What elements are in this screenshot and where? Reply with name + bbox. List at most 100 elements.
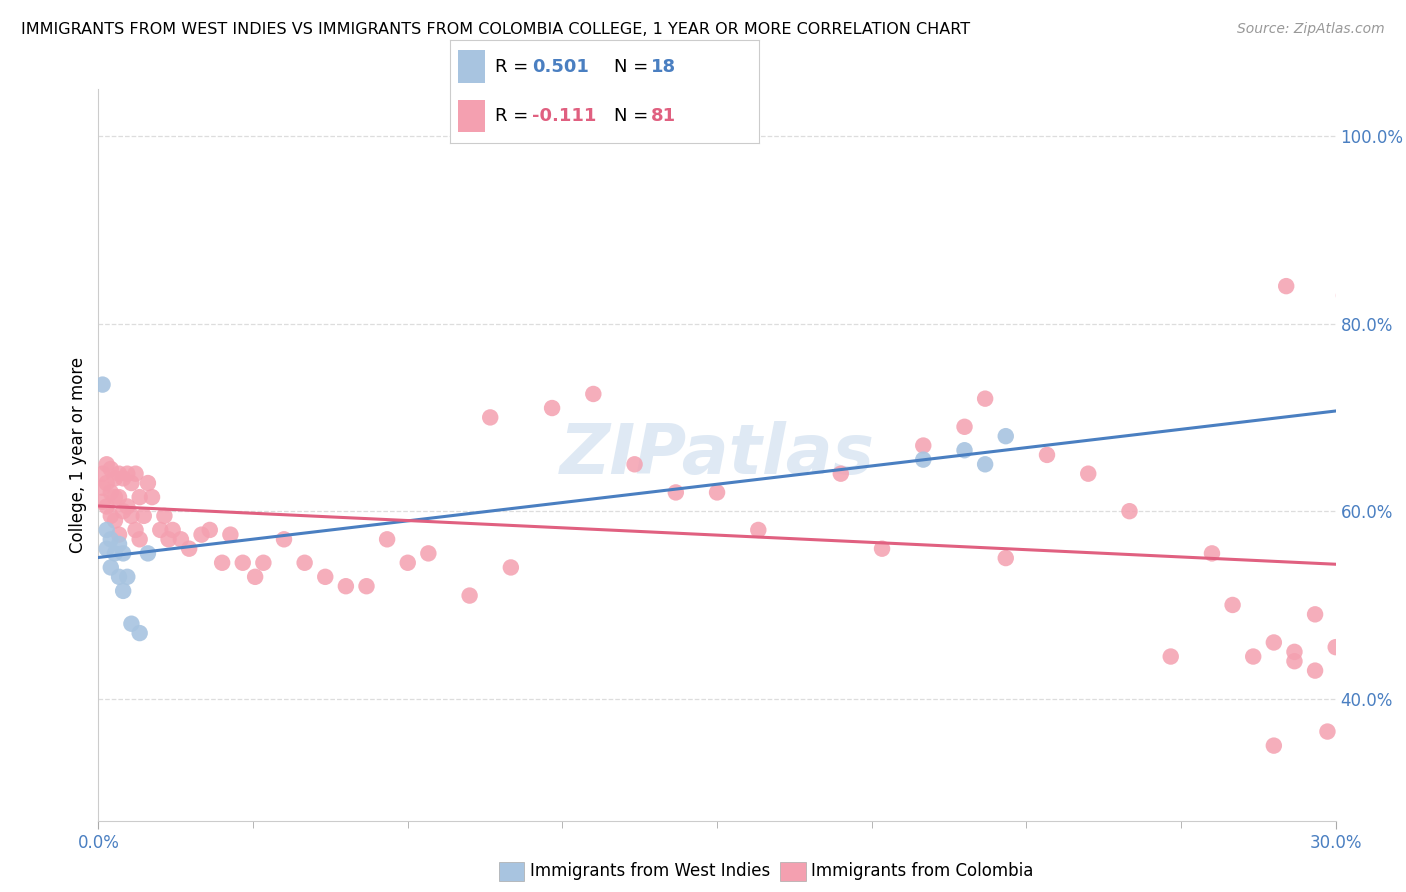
Point bbox=[252, 556, 274, 570]
Point bbox=[124, 467, 146, 481]
Text: 0.501: 0.501 bbox=[531, 58, 589, 76]
Point bbox=[198, 523, 221, 537]
Text: 81: 81 bbox=[651, 107, 676, 125]
Point bbox=[96, 523, 118, 537]
Point bbox=[1316, 724, 1339, 739]
Point bbox=[190, 527, 212, 541]
Point bbox=[396, 556, 419, 570]
Point bbox=[458, 589, 481, 603]
Point bbox=[582, 387, 605, 401]
Point bbox=[1284, 645, 1306, 659]
Point bbox=[100, 462, 122, 476]
Point bbox=[747, 523, 769, 537]
Text: Immigrants from West Indies: Immigrants from West Indies bbox=[530, 863, 770, 880]
Point bbox=[870, 541, 893, 556]
Point bbox=[91, 377, 114, 392]
Point bbox=[153, 508, 176, 523]
Text: R =: R = bbox=[495, 58, 534, 76]
Point bbox=[112, 546, 135, 560]
Point bbox=[128, 626, 150, 640]
Point bbox=[479, 410, 502, 425]
Text: N =: N = bbox=[614, 107, 654, 125]
Text: Immigrants from Colombia: Immigrants from Colombia bbox=[811, 863, 1033, 880]
Point bbox=[108, 537, 131, 551]
Point bbox=[243, 570, 266, 584]
Point bbox=[170, 533, 193, 547]
Point bbox=[104, 514, 127, 528]
Point bbox=[375, 533, 398, 547]
Point bbox=[1222, 598, 1244, 612]
Point bbox=[128, 490, 150, 504]
Point bbox=[1036, 448, 1059, 462]
Point bbox=[912, 438, 935, 452]
Point bbox=[1284, 654, 1306, 668]
Text: -0.111: -0.111 bbox=[531, 107, 596, 125]
Point bbox=[112, 583, 135, 598]
Text: IMMIGRANTS FROM WEST INDIES VS IMMIGRANTS FROM COLOMBIA COLLEGE, 1 YEAR OR MORE : IMMIGRANTS FROM WEST INDIES VS IMMIGRANT… bbox=[21, 22, 970, 37]
Point bbox=[1275, 279, 1298, 293]
Point bbox=[706, 485, 728, 500]
Point bbox=[541, 401, 564, 415]
Point bbox=[179, 541, 201, 556]
Point bbox=[108, 490, 131, 504]
Point bbox=[136, 476, 159, 491]
Point bbox=[356, 579, 378, 593]
Point bbox=[157, 533, 180, 547]
Point bbox=[117, 467, 139, 481]
Point bbox=[104, 546, 127, 560]
Point bbox=[136, 546, 159, 560]
Point bbox=[162, 523, 184, 537]
Point bbox=[1333, 288, 1355, 302]
Point bbox=[314, 570, 336, 584]
Point bbox=[1263, 739, 1285, 753]
Point bbox=[211, 556, 233, 570]
Text: Source: ZipAtlas.com: Source: ZipAtlas.com bbox=[1237, 22, 1385, 37]
Point bbox=[117, 570, 139, 584]
Point bbox=[1201, 546, 1223, 560]
Text: R =: R = bbox=[495, 107, 534, 125]
Point bbox=[132, 508, 155, 523]
Point bbox=[994, 551, 1017, 566]
Point bbox=[112, 471, 135, 485]
Point bbox=[141, 490, 163, 504]
Point bbox=[100, 560, 122, 574]
Point bbox=[124, 523, 146, 537]
Point bbox=[1118, 504, 1140, 518]
Point bbox=[91, 495, 114, 509]
Point bbox=[120, 476, 142, 491]
Point bbox=[912, 452, 935, 467]
Point bbox=[953, 419, 976, 434]
Point bbox=[100, 533, 122, 547]
Y-axis label: College, 1 year or more: College, 1 year or more bbox=[69, 357, 87, 553]
Point bbox=[100, 485, 122, 500]
Point bbox=[1077, 467, 1099, 481]
Point bbox=[117, 500, 139, 514]
Point bbox=[830, 467, 852, 481]
Point bbox=[96, 458, 118, 472]
Point bbox=[1324, 640, 1347, 655]
Point bbox=[128, 533, 150, 547]
Point bbox=[96, 500, 118, 514]
Point bbox=[974, 392, 997, 406]
Point bbox=[104, 471, 127, 485]
Point bbox=[418, 546, 440, 560]
Point bbox=[91, 467, 114, 481]
FancyBboxPatch shape bbox=[458, 50, 485, 83]
Text: 18: 18 bbox=[651, 58, 676, 76]
Point bbox=[96, 476, 118, 491]
Text: ZIPatlas: ZIPatlas bbox=[560, 421, 875, 489]
Point bbox=[104, 490, 127, 504]
Point bbox=[665, 485, 688, 500]
Point bbox=[994, 429, 1017, 443]
Point bbox=[112, 504, 135, 518]
Point bbox=[273, 533, 295, 547]
Point bbox=[96, 541, 118, 556]
Point bbox=[108, 527, 131, 541]
Point bbox=[974, 458, 997, 472]
Point bbox=[623, 458, 645, 472]
Point bbox=[120, 616, 142, 631]
Point bbox=[91, 481, 114, 495]
Point bbox=[149, 523, 172, 537]
Text: N =: N = bbox=[614, 58, 654, 76]
Point bbox=[1303, 664, 1326, 678]
